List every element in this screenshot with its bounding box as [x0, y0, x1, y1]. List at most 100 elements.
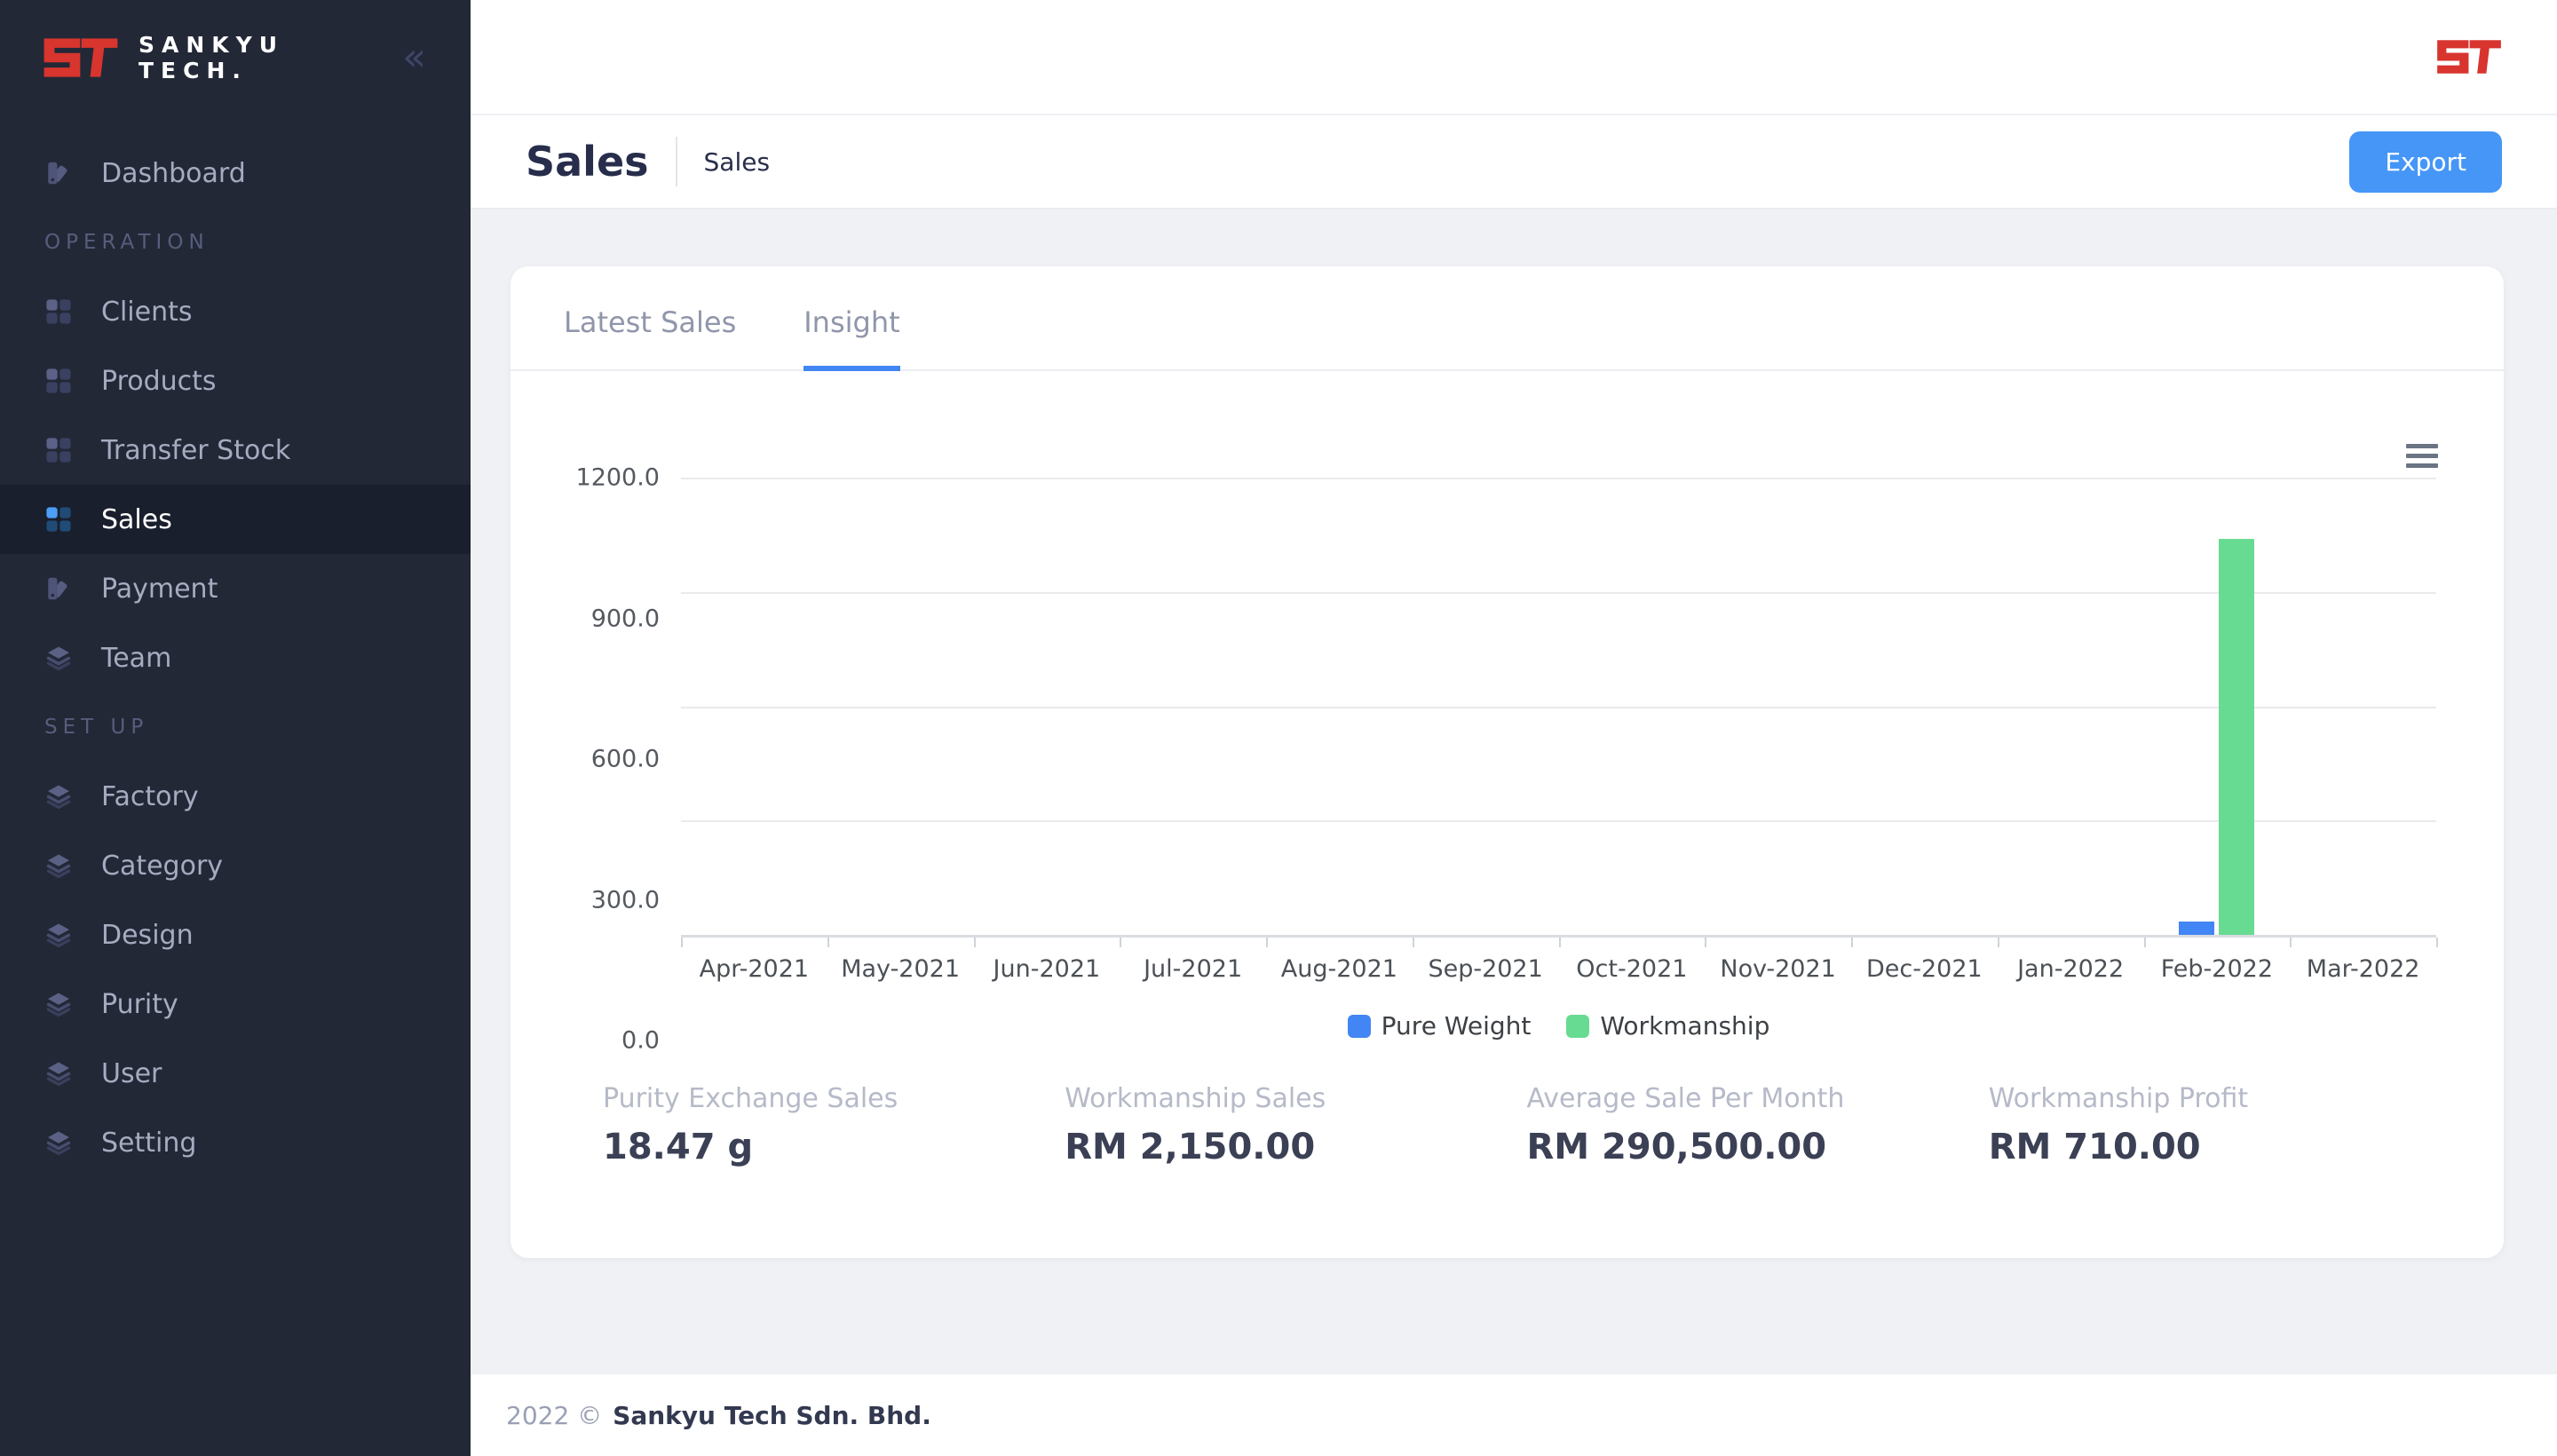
sidebar-item-label: Factory: [101, 780, 199, 812]
x-tick-label: Jan-2022: [2017, 955, 2125, 983]
sidebar-item-clients[interactable]: Clients: [0, 277, 471, 346]
legend-swatch: [1347, 1014, 1371, 1038]
tab-insight[interactable]: Insight: [804, 305, 901, 371]
sidebar-item-label: User: [101, 1057, 162, 1089]
sidebar-item-user[interactable]: User: [0, 1039, 471, 1108]
x-axis-tick: [1412, 938, 1414, 947]
sidebar-item-design[interactable]: Design: [0, 900, 471, 969]
gridline: [681, 591, 2436, 594]
st-logo-icon: [2436, 39, 2502, 75]
sidebar-item-team[interactable]: Team: [0, 623, 471, 692]
x-tick-label: Jun-2021: [993, 955, 1101, 983]
stat-value: RM 2,150.00: [1065, 1127, 1316, 1167]
sales-insight-card: Latest Sales Insight 1200.0 900.0 600.0 300…: [511, 266, 2504, 1258]
x-tick-label: Aug-2021: [1280, 955, 1397, 983]
stats-row: Purity Exchange Sales 18.47 g Workmanshi…: [511, 1083, 2504, 1167]
x-tick-label: Jul-2021: [1144, 955, 1243, 983]
sidebar-section-setup: SET UP: [44, 716, 149, 739]
x-axis-tick: [2436, 938, 2438, 947]
y-tick-label: 900.0: [590, 605, 660, 632]
sidebar-item-label: Design: [101, 919, 194, 951]
gridline: [681, 820, 2436, 823]
x-axis-tick: [1851, 938, 1853, 947]
stat-label: Purity Exchange Sales: [603, 1083, 899, 1114]
sidebar-header: SANKYU TECH. «: [0, 0, 471, 115]
bar-slot-Jul-2021: [1120, 478, 1266, 935]
grid-icon: [44, 436, 73, 464]
chart-x-labels: Apr-2021 May-2021 Jun-2021 Jul-2021 Aug-2021…: [681, 955, 2436, 983]
brand-name: SANKYU TECH.: [139, 32, 284, 84]
sidebar-item-label: Products: [101, 365, 217, 397]
legend-item-pure-weight[interactable]: Pure Weight: [1347, 1011, 1531, 1041]
brand-name-line1: SANKYU: [139, 31, 285, 58]
x-tick-label: Sep-2021: [1428, 955, 1543, 983]
stat-label: Average Sale Per Month: [1526, 1083, 1845, 1114]
sidebar-collapse-icon[interactable]: «: [402, 35, 426, 80]
legend-swatch: [1566, 1014, 1590, 1038]
sidebar-item-label: Dashboard: [101, 157, 246, 189]
gridline: [681, 478, 2436, 479]
bar-slot-Dec-2021: [1851, 478, 1998, 935]
sidebar-item-payment[interactable]: Payment: [0, 554, 471, 623]
export-button[interactable]: Export: [2349, 131, 2502, 193]
chart-plot: [681, 478, 2438, 947]
x-axis-tick: [1997, 938, 1999, 947]
x-tick-label: Dec-2021: [1866, 955, 1983, 983]
stat-label: Workmanship Profit: [1988, 1083, 2249, 1114]
sidebar-item-transfer-stock[interactable]: Transfer Stock: [0, 415, 471, 485]
bar-slot-Mar-2022: [2290, 478, 2436, 935]
x-axis-tick: [973, 938, 976, 947]
footer-company: Sankyu Tech Sdn. Bhd.: [613, 1400, 931, 1430]
y-tick-label: 300.0: [590, 886, 660, 914]
y-tick-label: 1200.0: [575, 463, 660, 492]
sidebar-item-products[interactable]: Products: [0, 346, 471, 415]
st-logo-icon: [43, 37, 119, 78]
stat-value: RM 290,500.00: [1526, 1127, 1827, 1167]
sidebar-item-sales[interactable]: Sales: [0, 485, 471, 554]
sidebar-menu: Dashboard OPERATION Clients Products Tra…: [0, 138, 471, 1177]
tab-latest-sales[interactable]: Latest Sales: [564, 305, 737, 339]
x-tick-label: Mar-2022: [2306, 955, 2420, 983]
x-axis-tick: [827, 938, 829, 947]
sidebar-section-operation: OPERATION: [44, 231, 210, 254]
bar-pure-weight-Feb-2022: [2179, 921, 2215, 935]
footer: 2022 © Sankyu Tech Sdn. Bhd.: [471, 1374, 2557, 1456]
bar-slot-May-2021: [827, 478, 974, 935]
grid-icon: [44, 367, 73, 395]
swatch-icon: [44, 159, 73, 187]
x-axis-tick: [1558, 938, 1561, 947]
grid-icon: [44, 297, 73, 326]
legend-item-workmanship[interactable]: Workmanship: [1566, 1011, 1769, 1041]
layers-icon: [44, 1059, 73, 1088]
sidebar-item-dashboard[interactable]: Dashboard: [0, 138, 471, 208]
chart-menu-icon[interactable]: [2406, 444, 2438, 468]
bar-slot-Nov-2021: [1705, 478, 1851, 935]
stat-label: Workmanship Sales: [1065, 1083, 1326, 1114]
breadcrumb[interactable]: Sales: [703, 146, 771, 177]
topbar: [471, 0, 2557, 115]
sidebar-item-purity[interactable]: Purity: [0, 969, 471, 1039]
y-tick-label: 600.0: [590, 745, 660, 773]
sidebar-item-category[interactable]: Category: [0, 831, 471, 900]
stat-workmanship-profit: Workmanship Profit RM 710.00: [1989, 1083, 2450, 1167]
sidebar-item-factory[interactable]: Factory: [0, 762, 471, 831]
page-title: Sales: [526, 138, 649, 186]
x-tick-label: May-2021: [841, 955, 961, 983]
page-content: Latest Sales Insight 1200.0 900.0 600.0 300…: [471, 210, 2557, 1374]
bar-workmanship-Feb-2022: [2219, 538, 2255, 935]
title-bar: Sales Sales Export: [471, 115, 2557, 210]
layers-icon: [44, 644, 73, 672]
x-tick-label: Nov-2021: [1720, 955, 1836, 983]
bar-chart: 1200.0 900.0 600.0 300.0 0.0 Apr-2021 May-202…: [511, 464, 2438, 1055]
main-area: Sales Sales Export Latest Sales Insight …: [471, 0, 2557, 1456]
sidebar: SANKYU TECH. « Dashboard OPERATION Clien…: [0, 0, 471, 1456]
bar-slot-Feb-2022: [2144, 478, 2291, 935]
sidebar-item-label: Payment: [101, 573, 218, 605]
gridline: [681, 706, 2436, 708]
layers-icon: [44, 851, 73, 880]
layers-icon: [44, 1128, 73, 1157]
swatch-icon: [44, 574, 73, 603]
stat-average-sale-per-month: Average Sale Per Month RM 290,500.00: [1527, 1083, 1989, 1167]
sidebar-item-setting[interactable]: Setting: [0, 1108, 471, 1177]
